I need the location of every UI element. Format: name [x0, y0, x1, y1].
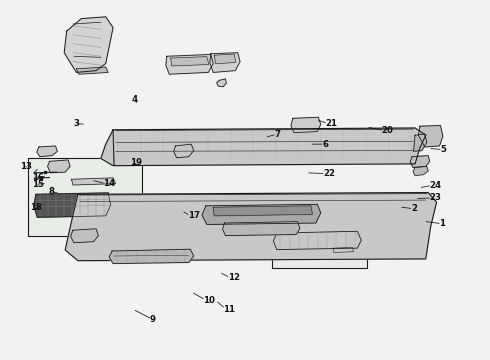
- Text: 22: 22: [323, 169, 335, 178]
- Polygon shape: [418, 126, 443, 147]
- Text: 5: 5: [441, 145, 446, 154]
- Polygon shape: [214, 54, 236, 64]
- Polygon shape: [273, 231, 361, 249]
- Polygon shape: [109, 249, 194, 264]
- Polygon shape: [414, 134, 427, 151]
- Polygon shape: [101, 128, 426, 166]
- Text: 16: 16: [32, 173, 45, 182]
- Polygon shape: [202, 204, 321, 225]
- Polygon shape: [72, 178, 116, 185]
- Bar: [27, 158, 143, 235]
- Text: 14: 14: [103, 179, 116, 188]
- Text: 13: 13: [20, 162, 32, 171]
- Polygon shape: [217, 79, 226, 87]
- Polygon shape: [48, 160, 70, 173]
- Text: 17: 17: [188, 211, 200, 220]
- Text: 23: 23: [430, 193, 441, 202]
- Bar: [272, 226, 367, 268]
- Text: 12: 12: [228, 273, 240, 282]
- Polygon shape: [37, 146, 57, 157]
- Polygon shape: [173, 144, 194, 158]
- Polygon shape: [210, 53, 240, 72]
- Polygon shape: [171, 57, 209, 66]
- Text: 11: 11: [223, 305, 235, 314]
- Text: 15: 15: [32, 180, 44, 189]
- Text: 6: 6: [322, 140, 328, 149]
- Polygon shape: [213, 206, 313, 216]
- Text: 21: 21: [326, 119, 338, 128]
- Text: 8: 8: [49, 187, 54, 196]
- Text: 3: 3: [73, 119, 79, 128]
- Polygon shape: [71, 229, 98, 243]
- Polygon shape: [410, 156, 430, 167]
- Polygon shape: [65, 193, 437, 261]
- Polygon shape: [291, 117, 321, 133]
- Polygon shape: [34, 193, 111, 217]
- Polygon shape: [76, 67, 108, 74]
- Polygon shape: [166, 54, 213, 74]
- Polygon shape: [222, 222, 300, 235]
- Text: 2: 2: [411, 204, 417, 213]
- Polygon shape: [413, 166, 428, 176]
- Text: 7: 7: [274, 130, 280, 139]
- Text: 4: 4: [132, 95, 138, 104]
- Text: 19: 19: [130, 158, 142, 167]
- Text: 1: 1: [440, 219, 445, 228]
- Text: 9: 9: [150, 315, 156, 324]
- Text: 10: 10: [203, 296, 215, 305]
- Text: 18: 18: [30, 203, 42, 212]
- Text: 20: 20: [382, 126, 393, 135]
- Text: 24: 24: [430, 181, 442, 190]
- Polygon shape: [333, 247, 353, 252]
- Polygon shape: [64, 17, 113, 72]
